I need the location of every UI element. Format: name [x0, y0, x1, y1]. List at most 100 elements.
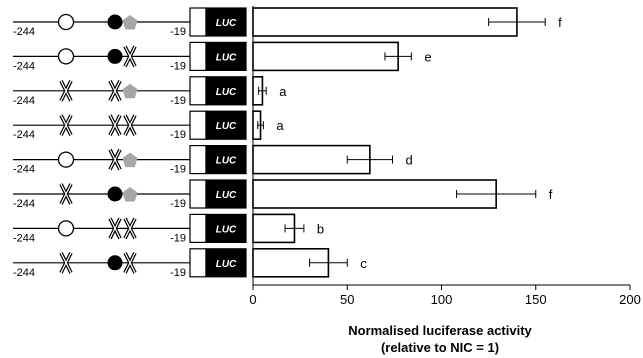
significance-label-3: a [279, 84, 287, 99]
mutated-site-cross-icon [108, 217, 122, 240]
significance-label-2: e [424, 49, 431, 64]
mutated-site-cross-icon [123, 251, 137, 274]
grey-pentagon-site-icon [122, 15, 138, 30]
reporter-leader-box [189, 248, 207, 278]
error-bar-7 [284, 224, 305, 233]
error-bar-2 [384, 52, 412, 61]
grey-pentagon-site-icon [122, 152, 138, 168]
significance-label-5: d [405, 153, 412, 168]
reporter-leader-box [189, 7, 207, 37]
reporter-leader-box [189, 76, 207, 106]
x-tick-label-50: 50 [340, 292, 354, 307]
bar-6 [252, 179, 497, 209]
mutated-site-cross-icon-hatch-b [109, 80, 121, 102]
luc-reporter-label: LUC [216, 259, 237, 270]
mutated-site-cross-icon [123, 114, 137, 137]
significance-label-1: f [558, 15, 562, 30]
mutated-site-cross-icon [108, 114, 122, 137]
reporter-leader-box [189, 213, 207, 243]
luc-reporter-box [205, 213, 247, 243]
construct-row-6: -244 -19 LUC [13, 179, 247, 210]
construct-row-3: -244 -19 LUC [13, 76, 247, 107]
bar-2 [252, 41, 399, 72]
construct-row-1: -244 -19 LUC [13, 7, 247, 38]
mutated-site-cross-icon-hatch-b [60, 114, 72, 136]
start-position-label: -244 [13, 198, 35, 210]
x-axis-label-line2: (relative to NIC = 1) [381, 340, 499, 355]
error-bar-1 [488, 18, 546, 26]
open-circle-site-icon [57, 220, 75, 237]
mutated-site-cross-icon-hatch-b [124, 114, 136, 136]
luc-reporter-box [205, 110, 247, 140]
mutated-site-cross-icon-hatch-b [124, 252, 136, 274]
mutated-site-cross-icon-hatch-b [109, 149, 121, 170]
error-bar-5 [346, 155, 393, 164]
mutated-site-cross-icon [59, 79, 73, 102]
bar-plot: f e a a d f b c [252, 7, 562, 278]
x-axis: 0 50 100 150 200 [249, 6, 641, 307]
mutated-site-cross-icon [123, 217, 137, 240]
mutated-site-cross-icon [59, 114, 73, 137]
mutated-site-cross-icon [108, 79, 122, 102]
luc-reporter-label: LUC [216, 18, 237, 29]
significance-label-6: f [549, 187, 553, 202]
mutated-site-cross-icon-hatch-b [60, 183, 72, 205]
construct-row-5: -244 -19 LUC [13, 145, 247, 176]
significance-label-4: a [276, 118, 284, 133]
luc-reporter-box [205, 248, 247, 278]
start-position-label: -244 [13, 232, 35, 244]
construct-row-7: -244 -19 LUC [13, 213, 247, 244]
mutated-site-cross-icon [59, 251, 73, 274]
end-position-label: -19 [170, 129, 186, 141]
end-position-label: -19 [170, 198, 186, 210]
end-position-label: -19 [170, 26, 186, 38]
end-position-label: -19 [170, 232, 186, 244]
end-position-label: -19 [170, 267, 186, 279]
luc-reporter-box [205, 76, 247, 106]
significance-label-8: c [360, 256, 367, 271]
luc-reporter-label: LUC [216, 190, 237, 201]
mutated-site-cross-icon-hatch-b [124, 218, 136, 239]
reporter-leader-box [189, 41, 207, 72]
construct-row-8: -244 -19 LUC [13, 248, 247, 279]
luc-reporter-label: LUC [216, 121, 237, 132]
filled-circle-site-icon [107, 186, 123, 202]
construct-row-2: -244 -19 LUC [13, 41, 247, 72]
end-position-label: -19 [170, 164, 186, 176]
mutated-site-cross-icon-hatch-b [60, 80, 72, 102]
filled-circle-site-icon [107, 14, 123, 30]
luc-reporter-box [205, 7, 247, 37]
open-circle-site-icon [57, 13, 75, 31]
filled-circle-site-icon [107, 255, 123, 271]
x-tick-label-200: 200 [619, 292, 641, 307]
start-position-label: -244 [13, 95, 35, 107]
luc-reporter-label: LUC [216, 87, 237, 98]
error-bar-6 [456, 190, 537, 198]
luc-reporter-box [205, 179, 247, 209]
error-bar-8 [309, 258, 348, 267]
error-bar-4 [257, 121, 264, 130]
luc-reporter-label: LUC [216, 224, 237, 235]
open-circle-site-icon [57, 151, 75, 168]
start-position-label: -244 [13, 164, 35, 176]
x-tick-label-0: 0 [249, 292, 256, 307]
luc-reporter-box [205, 145, 247, 175]
x-tick-label-100: 100 [431, 292, 453, 307]
mutated-site-cross-icon [123, 45, 137, 68]
end-position-label: -19 [170, 60, 186, 72]
start-position-label: -244 [13, 60, 35, 72]
grey-pentagon-site-icon [122, 83, 138, 99]
start-position-label: -244 [13, 129, 35, 141]
mutated-site-cross-icon-hatch-b [124, 46, 136, 67]
luc-reporter-box [205, 41, 247, 72]
x-axis-label-line1: Normalised luciferase activity [348, 323, 532, 338]
start-position-label: -244 [13, 26, 35, 38]
significance-label-7: b [317, 221, 324, 236]
grey-pentagon-site-icon [122, 187, 138, 202]
open-circle-site-icon [57, 48, 75, 65]
promoter-constructs: -244 -19 LUC -244 -19 LUC -244 -19 LUC -244 -19 LUC… [13, 7, 247, 279]
luc-reporter-label: LUC [216, 52, 237, 63]
filled-circle-site-icon [107, 48, 123, 64]
mutated-site-cross-icon [108, 148, 122, 171]
